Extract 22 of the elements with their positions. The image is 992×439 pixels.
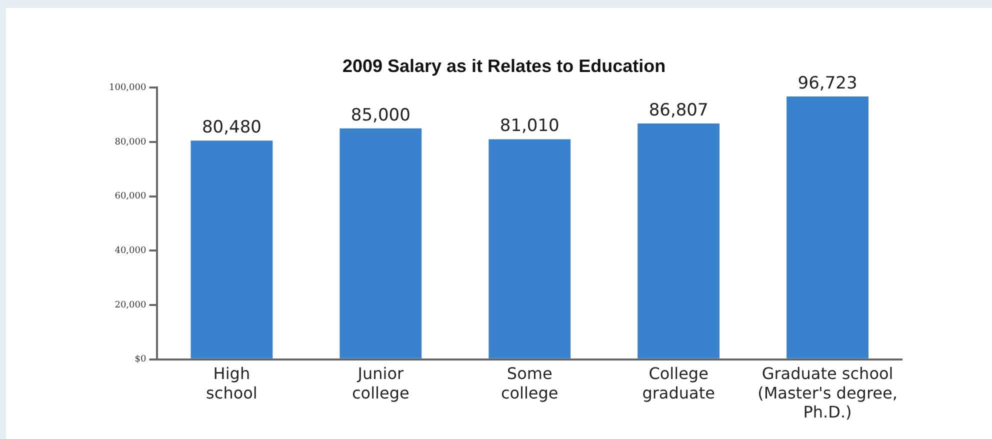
x-tick-label: Junior college [352, 364, 410, 402]
x-tick-label: High school [206, 364, 258, 402]
x-tick-label: Some college [500, 364, 558, 402]
data-label: 80,480 [202, 118, 262, 138]
y-tick-label: $0 [134, 354, 146, 365]
data-label: 96,723 [798, 73, 858, 94]
y-tick-label: 60,000 [114, 192, 146, 202]
bar [340, 128, 422, 358]
data-label: 85,000 [350, 105, 410, 126]
bar [190, 140, 273, 358]
y-tick-label: 20,000 [114, 300, 146, 310]
chart-title: 2009 Salary as it Relates to Education [342, 56, 666, 76]
x-tick-label: Graduate school (Master's degree, Ph.D.) [758, 364, 898, 422]
y-tick-label: 80,000 [114, 137, 146, 148]
bar [638, 123, 720, 358]
bar [488, 139, 571, 358]
data-label: 86,807 [648, 100, 708, 120]
data-label: 81,010 [500, 116, 560, 136]
y-tick-label: 40,000 [114, 246, 146, 256]
x-tick-label: College graduate [642, 364, 715, 402]
bar [786, 96, 868, 358]
y-tick-label: 100,000 [109, 82, 146, 93]
